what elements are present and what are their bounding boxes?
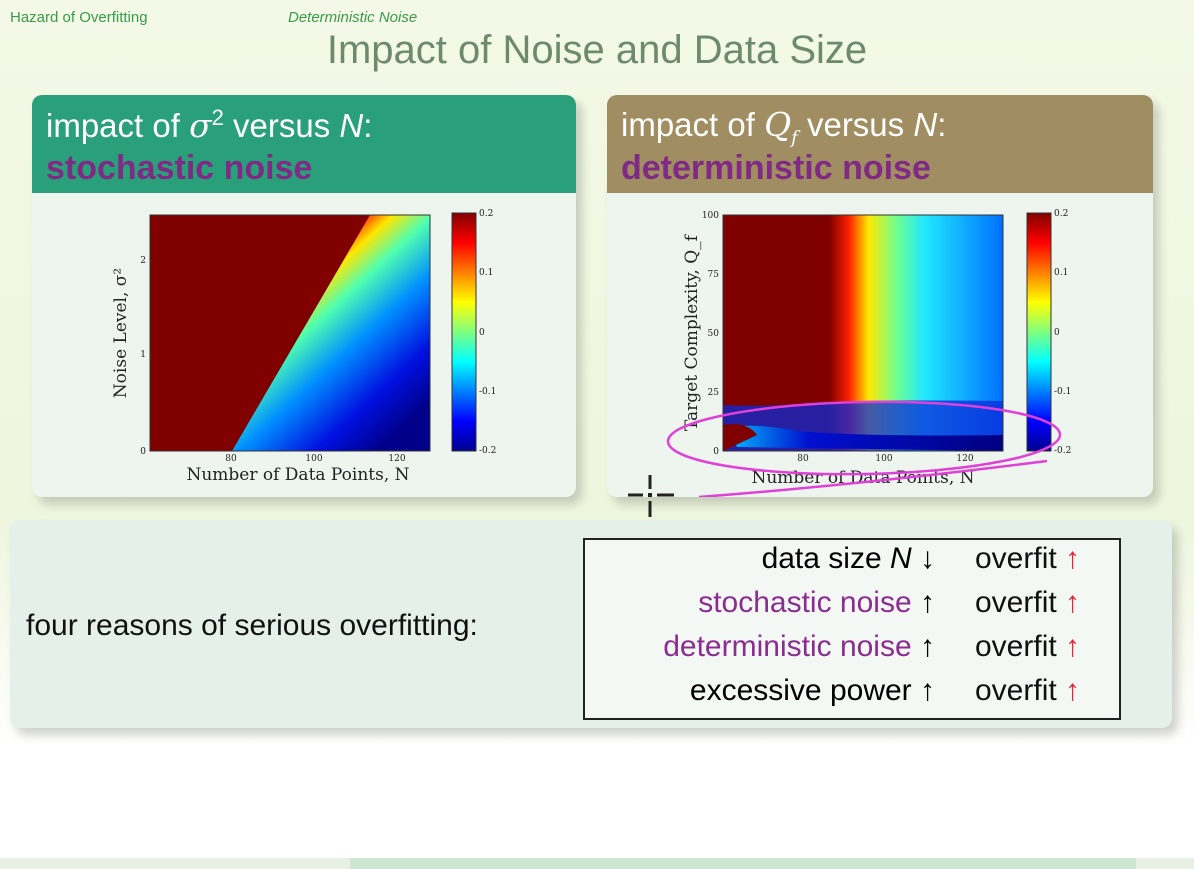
colorbar-tick: -0.2 [1054, 446, 1071, 456]
panel-header: impact of Qf versus N: deterministic noi… [607, 95, 1153, 193]
x-tick-label: 120 [388, 454, 405, 464]
cause-arrow: ↑ [920, 674, 935, 707]
reason-effect: overfit ↑ [975, 674, 1080, 708]
colorbar [1026, 212, 1052, 452]
annotation-stroke [698, 459, 1048, 497]
colorbar-tick: -0.1 [1054, 387, 1071, 397]
reason-cause: stochastic noise ↑ [698, 586, 935, 620]
panel-title-suffix: : [363, 107, 373, 144]
reason-row: stochastic noise ↑ overfit ↑ [585, 586, 1119, 630]
panel-header: impact of σ2 versus N: stochastic noise [32, 95, 576, 193]
effect-text: overfit [975, 674, 1057, 707]
plot-frame [149, 214, 431, 452]
panel-title: impact of σ2 versus N: [46, 105, 372, 145]
colorbar-tick: 0.1 [479, 268, 493, 278]
heatmap-corner [723, 424, 757, 451]
reason-row: deterministic noise ↑ overfit ↑ [585, 630, 1119, 674]
x-tick-label: 80 [797, 454, 809, 464]
effect-text: overfit [975, 630, 1057, 663]
q-symbol: Q [764, 105, 792, 144]
panel-title-prefix: impact of [46, 107, 190, 144]
y-tick-label: 0 [713, 447, 719, 457]
effect-arrow: ↑ [1065, 542, 1081, 575]
y-axis-label: Noise Level, σ² [111, 268, 131, 398]
panel-subtitle: deterministic noise [621, 149, 931, 187]
y-tick-label: 2 [140, 256, 146, 266]
stochastic-noise-panel: impact of σ2 versus N: stochastic noise [32, 95, 576, 497]
cause-var: N [889, 542, 912, 575]
annotation-ellipse [666, 400, 1062, 476]
cause-text: excessive power [689, 674, 912, 707]
colorbar-tick: -0.1 [479, 387, 496, 397]
colorbar-tick: 0 [479, 328, 485, 338]
reason-row: data size N ↓ overfit ↑ [585, 542, 1119, 586]
reasons-table: data size N ↓ overfit ↑ stochastic noise… [583, 538, 1121, 720]
panel-title-var: N [913, 106, 938, 143]
heatmap-overfit-region [150, 215, 370, 451]
y-tick-label: 50 [708, 329, 720, 339]
heatmap-band [725, 425, 1003, 451]
reason-cause: data size N ↓ [762, 542, 935, 576]
colorbar-tick: 0.2 [479, 209, 493, 219]
colorbar-tick: 0 [1054, 328, 1060, 338]
cause-text: data size [761, 542, 890, 575]
y-tick-label: 25 [708, 388, 720, 398]
overfitting-reasons-panel: four reasons of serious overfitting: dat… [10, 520, 1172, 728]
x-tick-label: 100 [875, 454, 892, 464]
cause-text: deterministic noise [663, 630, 912, 663]
sigma-symbol: σ [189, 106, 212, 145]
panel-subtitle: stochastic noise [46, 149, 313, 187]
reason-cause: excessive power ↑ [690, 674, 935, 708]
sigma-superscript: 2 [211, 105, 224, 130]
panel-title-middle: versus [797, 106, 914, 143]
y-tick-label: 100 [702, 211, 719, 221]
y-axis-label: Target Complexity, Q_f [682, 233, 702, 431]
target-complexity-heatmap: 80 100 120 0 25 50 75 100 Number of Data… [666, 209, 1071, 497]
reason-row: excessive power ↑ overfit ↑ [585, 674, 1119, 718]
reason-cause: deterministic noise ↑ [663, 630, 935, 664]
reasons-label: four reasons of serious overfitting: [26, 609, 478, 642]
footer-bar [350, 858, 1136, 869]
x-axis-label: Number of Data Points, N [186, 465, 409, 485]
effect-arrow: ↑ [1065, 674, 1081, 707]
colorbar-tick: 0.1 [1054, 268, 1068, 278]
noise-level-heatmap: 80 100 120 0 1 2 Number of Data Points, … [111, 209, 496, 485]
y-tick-label: 75 [708, 270, 720, 280]
x-tick-label: 100 [305, 454, 322, 464]
effect-text: overfit [975, 542, 1057, 575]
q-subscript: f [791, 127, 798, 149]
cause-text: stochastic noise [698, 586, 912, 619]
plot-frame [722, 214, 1004, 452]
effect-arrow: ↑ [1065, 630, 1081, 663]
panel-title-suffix: : [937, 106, 947, 143]
x-tick-label: 120 [956, 454, 973, 464]
crosshair-cursor-icon [628, 475, 674, 517]
effect-text: overfit [975, 586, 1057, 619]
reason-effect: overfit ↑ [975, 630, 1080, 664]
effect-arrow: ↑ [1065, 586, 1081, 619]
cause-arrow: ↑ [920, 586, 935, 619]
breadcrumb-subsection[interactable]: Deterministic Noise [288, 9, 418, 26]
panel-title-middle: versus [223, 107, 340, 144]
y-tick-label: 1 [140, 350, 146, 360]
colorbar [451, 212, 477, 452]
colorbar-tick: -0.2 [479, 446, 496, 456]
slide-title: Impact of Noise and Data Size [326, 28, 868, 72]
x-tick-label: 80 [225, 454, 237, 464]
cause-arrow: ↓ [920, 542, 935, 575]
y-tick-label: 0 [140, 447, 146, 457]
colorbar-tick: 0.2 [1054, 209, 1068, 219]
breadcrumb-section[interactable]: Hazard of Overfitting [10, 9, 148, 26]
deterministic-noise-panel: impact of Qf versus N: deterministic noi… [607, 95, 1153, 497]
panel-title-var: N [339, 107, 364, 144]
panel-title: impact of Qf versus N: [621, 105, 946, 149]
reason-effect: overfit ↑ [975, 542, 1080, 576]
cause-arrow: ↑ [920, 630, 935, 663]
panel-title-prefix: impact of [621, 106, 765, 143]
reason-effect: overfit ↑ [975, 586, 1080, 620]
